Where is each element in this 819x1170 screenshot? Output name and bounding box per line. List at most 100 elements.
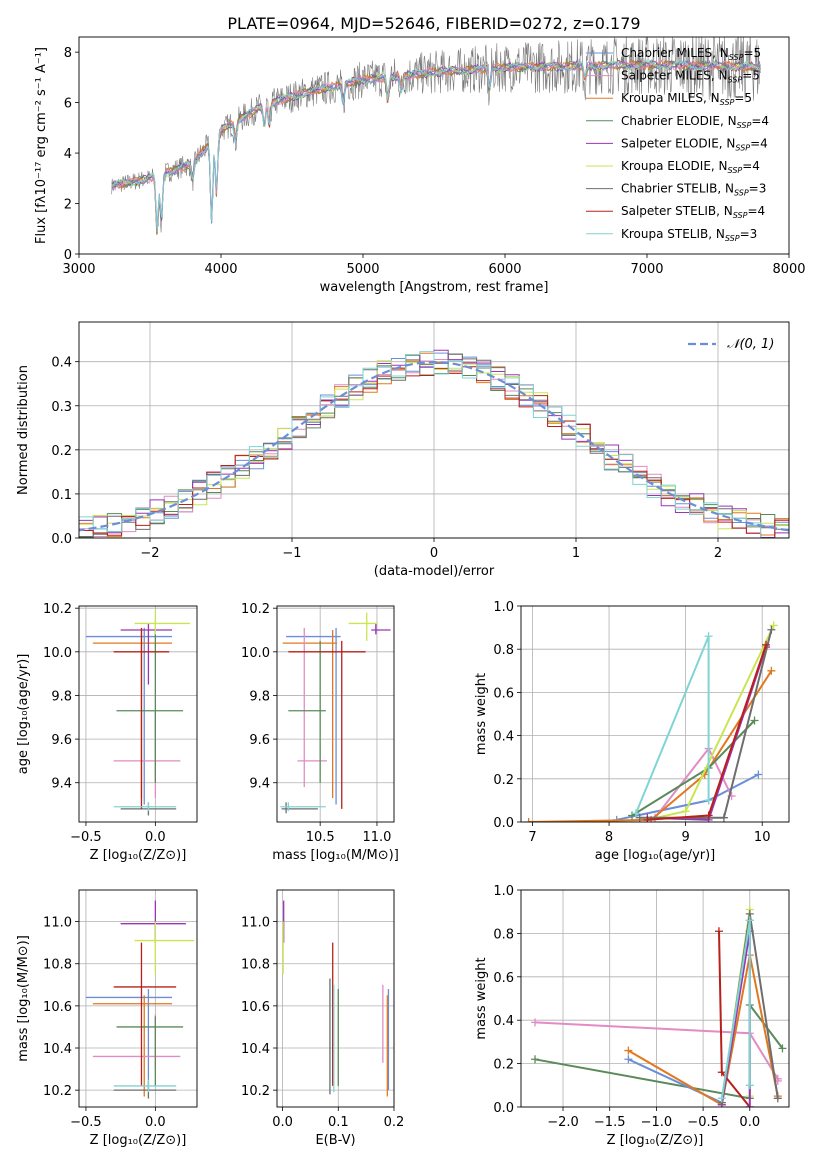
data-point [745,916,754,925]
y-tick-label: 10.0 [43,646,72,661]
y-tick-label: 9.6 [249,733,270,748]
x-tick-label: 0.0 [145,830,166,845]
errorbar-point-chabrier-miles [85,989,173,1091]
y-tick-label: 10.2 [43,602,72,617]
panel-6: −0.5 0.0 10.2 10.4 10.6 10.8 11.0 Z [log₁₀(Z/Z⊙… [16,889,198,1148]
y-tick-label: 0.4 [51,356,72,371]
x-axis-label: mass [log₁₀(M/M⊙)] [272,848,399,863]
y-tick-label: 0.6 [493,971,514,986]
x-tick-label: 8 [605,830,613,845]
data-point [778,1044,787,1053]
y-axis-label: mass [log₁₀(M/M⊙)] [16,935,31,1062]
data-point [624,1046,633,1055]
x-tick-label: −1 [282,546,301,561]
x-tick-label: 0.0 [739,1115,760,1130]
data-point [717,1094,726,1103]
series-line [534,1002,784,1100]
data-point [704,796,713,805]
y-axis-label: mass weight [474,957,489,1039]
legend-entry: Kroupa MILES, NSSP=5 [621,91,752,107]
legend-entry: Chabrier MILES, NSSP=5 [621,46,761,62]
y-tick-label: 9.8 [249,689,270,704]
series-kroupa-miles [524,666,776,822]
y-tick-label: 10.2 [43,1084,72,1099]
y-tick-label: 9.4 [51,777,72,792]
errorbar-point-kroupa-elodie [348,612,377,641]
y-axis-label: Normed distribution [16,365,31,495]
panel-3: −0.5 0.0 9.4 9.6 9.8 10.0 10.2 Z [log₁₀(Z/Z⊙)] a… [16,602,198,863]
y-tick-label: 0.0 [493,816,514,831]
x-tick-label: −0.5 [70,830,102,845]
x-tick-label: 5000 [346,262,379,277]
x-tick-label: 7 [528,830,536,845]
errorbar-point-kroupa-elodie [134,610,191,635]
data-point [769,621,778,630]
axes-frame [78,605,198,823]
errorbar-point-chabrier-stelib [281,802,318,814]
legend-entry: Salpeter MILES, NSSP=5 [621,69,760,85]
axes-frame [78,889,198,1108]
data-point [524,818,533,822]
y-tick-label: 1.0 [493,600,514,615]
plot-area [282,900,390,1097]
errorbar-point-salpeter-stelib [113,627,170,809]
y-tick-label: 0.6 [493,686,514,701]
x-tick-label: 3000 [62,262,95,277]
x-tick-label: −1.5 [594,1115,626,1130]
errorbar-point-salpeter-stelib [113,942,177,1086]
data-point [754,770,763,779]
axes-frame [276,889,395,1108]
errorbar-point-kroupa-miles [92,995,173,1097]
y-tick-label: 11.0 [43,916,72,931]
series-kroupa-stelib [717,916,754,1103]
y-tick-label: 1.0 [493,884,514,899]
y-tick-label: 0 [64,248,72,263]
x-tick-label: 9 [681,830,689,845]
errorbar-point-kroupa-stelib [113,802,177,812]
figure-panels: 3000 4000 5000 6000 7000 8000 0 2 4 6 8 wavelength … [16,36,806,1148]
errorbar-point-kroupa-miles [92,630,173,798]
errorbar-point-chabrier-miles [286,627,341,805]
y-tick-label: 0.8 [493,643,514,658]
plot-area [280,612,391,814]
data-point [643,815,652,822]
panel-7: 0.0 0.1 0.2 10.2 10.4 10.6 10.8 11.0 E(B-V) [241,889,404,1148]
y-tick-label: 10.4 [43,1042,72,1057]
series-line [720,920,751,1099]
errorbar-point-kroupa-stelib [113,1079,177,1093]
plot-area [85,610,191,816]
errorbar-point-chabrier-miles [85,627,173,805]
y-tick-label: 11.0 [241,916,270,931]
x-tick-label: 0.1 [328,1115,349,1130]
x-tick-label: 11.0 [362,830,391,845]
data-point [773,1094,782,1103]
plot-area [85,900,195,1099]
panel-5: 7 8 9 10 0.0 0.2 0.4 0.6 0.8 1.0 age [log₁₀(age/yr… [474,600,790,863]
y-tick-label: 0.4 [493,1014,514,1029]
data-point [717,1068,726,1077]
data-point [762,640,771,649]
y-tick-label: 0.4 [493,730,514,745]
series-salpeter-stelib [643,640,771,822]
errorbar-point-salpeter-miles [113,712,181,798]
x-tick-label: 0 [430,546,438,561]
axes-frame [520,605,790,823]
series-line [627,920,751,1105]
x-tick-label: 1 [572,546,580,561]
x-axis-label: (data-model)/error [374,564,495,579]
data-point [704,632,713,641]
grid [277,890,395,1107]
x-tick-label: 8000 [772,262,805,277]
x-tick-label: 6000 [488,262,521,277]
axes-frame [520,889,790,1108]
series-line [528,670,773,822]
errorbar-point-chabrier-stelib [113,1081,177,1099]
legend-entry: Salpeter ELODIE, NSSP=4 [621,136,768,152]
errorbar-point-salpeter-miles [297,627,327,788]
y-tick-label: 2 [64,198,72,213]
y-tick-label: 10.2 [241,602,270,617]
y-tick-label: 10.4 [241,1042,270,1057]
x-tick-label: 2 [714,546,722,561]
y-axis-label: age [log₁₀(age/yr)] [16,654,31,775]
